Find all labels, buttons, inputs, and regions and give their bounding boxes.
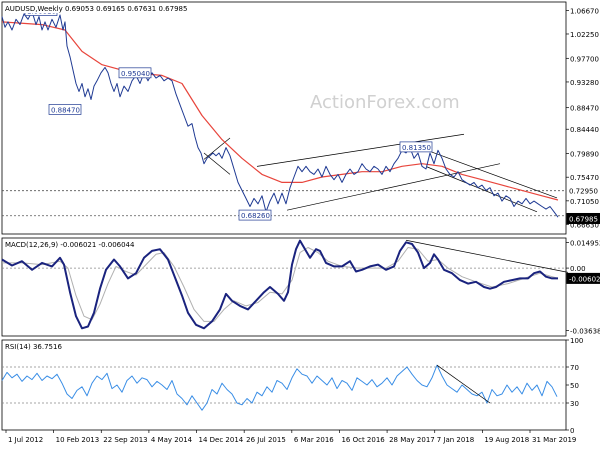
x-tick-label-4: 14 Dec 2014: [199, 436, 244, 444]
x-tick-label-10: 19 Aug 2018: [484, 436, 529, 444]
price-ytick-label-1: 1.02250: [570, 31, 599, 39]
macd-right-tag-0-bg: [566, 272, 600, 284]
rsi-trendline-0: [436, 364, 491, 404]
macd-header: MACD(12,26,9) -0.006021 -0.006044: [5, 241, 135, 249]
price-ytick-label-5: 0.84440: [570, 126, 599, 134]
price-right-tag-0-bg: [566, 185, 600, 197]
macd-ytick-label-0: 0.014952: [570, 239, 600, 247]
price-label-box-4: [238, 209, 272, 221]
macd-trendline-0: [405, 239, 569, 273]
price-trendline-1: [286, 163, 501, 211]
price-trendline-3: [426, 166, 538, 213]
price-label-4: 0.68260: [241, 212, 270, 220]
rsi-ytick-label-2: 50: [570, 382, 579, 390]
macd-line: [1, 239, 558, 330]
price-ytick-label-9: 0.66630: [570, 221, 599, 229]
macd-ytick-label-1: 0.00: [570, 265, 586, 273]
price-right-tag-2: 0.67985: [569, 215, 598, 223]
price-panel-frame: [1, 1, 567, 235]
price-ytick-label-0: 1.06670: [570, 7, 599, 15]
x-tick-label-3: 4 May 2014: [151, 436, 193, 444]
x-tick-label-2: 22 Sep 2013: [103, 436, 147, 444]
price-ytick-label-6: 0.79890: [570, 151, 599, 159]
price-label-1: 0.95040: [121, 70, 150, 78]
price-right-tag-2-bg: [566, 212, 600, 224]
x-tick-label-11: 31 Mar 2019: [532, 436, 576, 444]
price-label-2: 0.88470: [51, 106, 80, 114]
rsi-ytick-label-4: 0: [570, 427, 574, 435]
macd-panel-frame: [1, 237, 567, 337]
rsi-line: [1, 364, 558, 411]
rsi-ytick-label-0: 100: [570, 337, 583, 345]
rsi-header: RSI(14) 36.7516: [5, 343, 62, 351]
x-tick-label-0: 1 Jul 2012: [8, 436, 43, 444]
price-right-tag-0: 0.72950: [569, 188, 598, 196]
price-header: AUDUSD,Weekly 0.69053 0.69165 0.67631 0.…: [5, 5, 187, 13]
price-label-box-2: [48, 104, 82, 115]
watermark: ActionForex.com: [310, 92, 460, 113]
price-label-3: 0.81350: [402, 144, 431, 152]
price-ytick-label-8: 0.71050: [570, 198, 599, 206]
price-label-box-1: [118, 67, 152, 79]
x-tick-label-5: 26 Jul 2015: [246, 436, 286, 444]
price-trendline-0: [256, 133, 465, 167]
rsi-ytick-label-3: 30: [570, 400, 579, 408]
x-tick-label-8: 28 May 2017: [389, 436, 435, 444]
price-ytick-label-7: 0.75470: [570, 174, 599, 182]
macd-signal-line: [2, 247, 559, 322]
price-header-bg: [3, 3, 201, 13]
macd-right-tag-0: -0.006021: [569, 275, 600, 283]
price-trendline-5: [203, 137, 231, 160]
x-tick-label-9: 7 Jan 2018: [437, 436, 475, 444]
rsi-ytick-label-1: 70: [570, 364, 579, 372]
macd-ytick-label-2: -0.036389: [570, 328, 600, 336]
x-tick-label-1: 10 Feb 2013: [56, 436, 100, 444]
price-label-box-3: [399, 141, 433, 153]
x-tick-label-7: 16 Oct 2016: [341, 436, 385, 444]
price-ytick-label-4: 0.88470: [570, 105, 599, 113]
x-tick-label-6: 6 Mar 2016: [294, 436, 334, 444]
price-ytick-label-2: 0.97700: [570, 55, 599, 63]
price-line: [1, 10, 559, 218]
price-trendline-2: [426, 149, 558, 199]
price-ytick-label-3: 0.93280: [570, 79, 599, 87]
price-sma-line: [1, 21, 559, 201]
